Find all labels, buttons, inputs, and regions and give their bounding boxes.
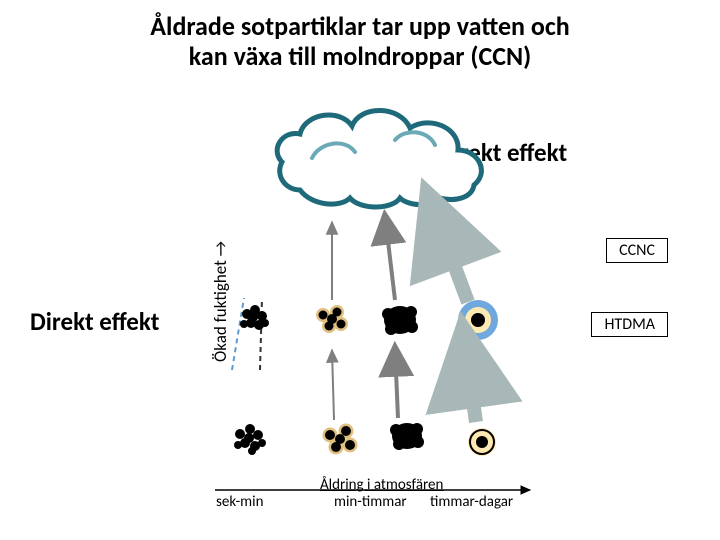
particle-soot-coated-2 (323, 424, 358, 455)
particle-soot-compact (382, 306, 418, 335)
particles-row-lower (234, 423, 496, 456)
particle-soot-coated (316, 305, 348, 333)
diagram-svg (0, 0, 720, 540)
particle-water-ring (458, 300, 498, 340)
particles-row-upper (240, 300, 498, 340)
cloud-icon (277, 110, 481, 207)
particle-soot-cluster (240, 305, 269, 330)
arrows-to-upper (332, 348, 476, 422)
particle-soot-cluster-2 (234, 424, 266, 455)
particle-soot-compact-2 (390, 423, 424, 450)
arrows-to-cloud (332, 214, 468, 302)
particle-water-ring-2 (468, 428, 496, 456)
